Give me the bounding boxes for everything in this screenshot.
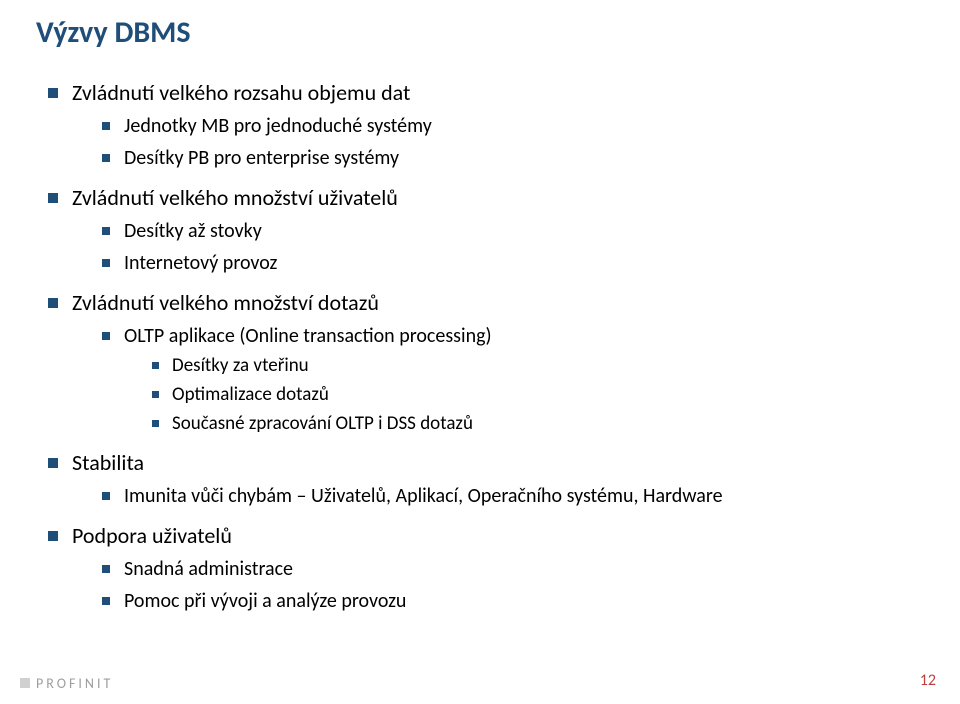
item-text: Desítky PB pro enterprise systémy (124, 146, 399, 170)
list-item: Desítky PB pro enterprise systémy (100, 146, 924, 170)
item-text: Zvládnutí velkého množství dotazů (72, 289, 379, 316)
list-item: Zvládnutí velkého množství dotazů OLTP a… (44, 289, 924, 435)
list-item: Snadná administrace (100, 557, 924, 581)
logo-text: PROFINIT (36, 675, 113, 692)
footer-logo: PROFINIT (20, 675, 113, 692)
item-text: Desítky až stovky (124, 219, 262, 243)
list-item: Podpora uživatelů Snadná administrace Po… (44, 522, 924, 613)
item-text: Optimalizace dotazů (172, 383, 329, 406)
list-item: OLTP aplikace (Online transaction proces… (100, 324, 924, 435)
logo-square-icon (20, 678, 30, 688)
bullet-list: Zvládnutí velkého rozsahu objemu dat Jed… (36, 79, 924, 613)
list-item: Zvládnutí velkého rozsahu objemu dat Jed… (44, 79, 924, 170)
list-item: Imunita vůči chybám – Uživatelů, Aplikac… (100, 484, 924, 508)
item-text: Snadná administrace (124, 557, 293, 581)
item-text: Zvládnutí velkého rozsahu objemu dat (72, 79, 410, 106)
item-text: Současné zpracování OLTP i DSS dotazů (172, 412, 473, 435)
item-text: Zvládnutí velkého množství uživatelů (72, 184, 398, 211)
list-item: Internetový provoz (100, 251, 924, 275)
item-text: Internetový provoz (124, 251, 277, 275)
list-item: Desítky až stovky (100, 219, 924, 243)
item-text: Imunita vůči chybám – Uživatelů, Aplikac… (124, 484, 723, 508)
item-text: Podpora uživatelů (72, 522, 232, 549)
list-item: Jednotky MB pro jednoduché systémy (100, 114, 924, 138)
item-text: Pomoc při vývoji a analýze provozu (124, 589, 406, 613)
list-item: Pomoc při vývoji a analýze provozu (100, 589, 924, 613)
page-title: Výzvy DBMS (36, 14, 924, 51)
list-item: Stabilita Imunita vůči chybám – Uživatel… (44, 449, 924, 508)
list-item: Současné zpracování OLTP i DSS dotazů (150, 412, 924, 435)
list-item: Zvládnutí velkého množství uživatelů Des… (44, 184, 924, 275)
page-number: 12 (920, 671, 936, 690)
item-text: Jednotky MB pro jednoduché systémy (124, 114, 432, 138)
item-text: Desítky za vteřinu (172, 354, 309, 377)
item-text: OLTP aplikace (Online transaction proces… (124, 324, 492, 348)
item-text: Stabilita (72, 449, 144, 476)
list-item: Optimalizace dotazů (150, 383, 924, 406)
list-item: Desítky za vteřinu (150, 354, 924, 377)
